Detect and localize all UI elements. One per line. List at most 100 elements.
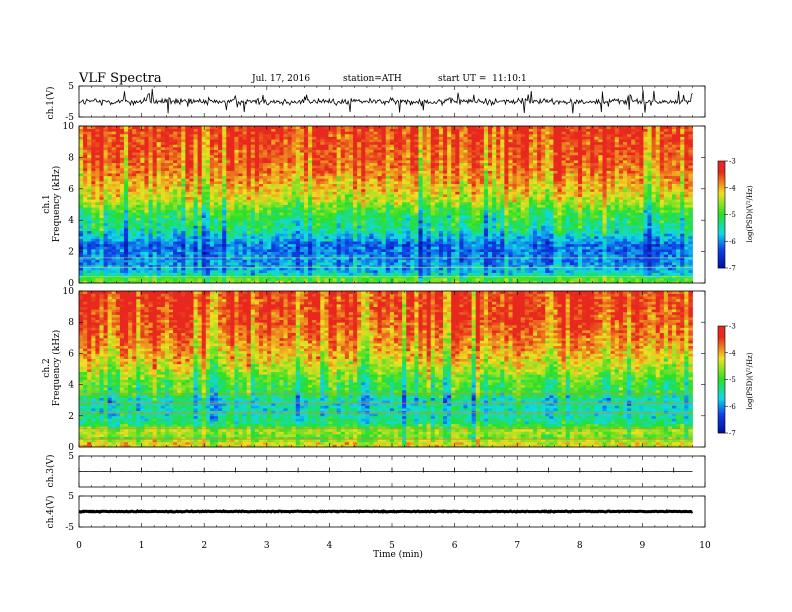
spectrogram-cell [565, 262, 571, 266]
spectrogram-cell [639, 241, 644, 245]
spectrogram-cell [328, 212, 333, 216]
spectrogram-cell [532, 251, 538, 255]
spectrogram-cell [230, 259, 235, 263]
spectrogram-cell [271, 222, 276, 226]
spectrogram-cell [324, 209, 329, 213]
spectrogram-cell [185, 248, 190, 252]
spectrogram-cell [532, 204, 538, 208]
spectrogram-cell [361, 199, 366, 203]
spectrogram-cell [618, 254, 624, 258]
spectrogram-cell [95, 248, 100, 252]
spectrogram-cell [324, 230, 329, 234]
spectrogram-cell [279, 228, 284, 232]
spectrogram-cell [492, 259, 497, 263]
spectrogram-cell [426, 262, 432, 266]
spectrogram-cell [348, 251, 354, 255]
spectrogram-cell [258, 248, 264, 252]
spectrogram-cell [500, 220, 505, 224]
spectrogram-cell [430, 264, 436, 268]
spectrogram-cell [590, 220, 595, 224]
spectrogram-cell [250, 222, 256, 226]
spectrogram-cell [250, 264, 256, 268]
spectrogram-cell [353, 204, 358, 208]
spectrogram-cell [164, 246, 170, 250]
spectrogram-cell [234, 207, 239, 211]
spectrogram-cell [234, 199, 239, 203]
spectrogram-cell [471, 212, 477, 216]
spectrogram-cell [659, 272, 665, 276]
spectrogram-cell [140, 277, 145, 281]
spectrogram-cell [434, 254, 440, 258]
spectrogram-cell [508, 248, 513, 252]
spectrogram-cell [381, 267, 387, 271]
spectrogram-cell [332, 246, 338, 250]
spectrogram-cell [222, 238, 227, 242]
spectrogram-cell [492, 235, 497, 239]
spectrogram-cell [443, 225, 448, 229]
spectrogram-cell [512, 262, 518, 266]
spectrogram-cell [512, 238, 518, 242]
spectrogram-cell [287, 222, 293, 226]
spectrogram-cell [520, 212, 526, 216]
spectrogram-cell [373, 207, 378, 211]
spectrogram-cell [250, 267, 256, 271]
spectrogram-cell [524, 204, 530, 208]
spectrogram-cell [385, 259, 391, 263]
spectrogram-cell [303, 238, 309, 242]
spectrogram-cell [590, 251, 595, 255]
spectrogram-cell [520, 217, 526, 221]
spectrogram-cell [291, 241, 297, 245]
spectrogram-cell [541, 267, 546, 271]
spectrogram-cell [406, 262, 411, 266]
spectrogram-cell [369, 196, 374, 200]
spectrogram-cell [103, 196, 109, 200]
spectrogram-cell [688, 222, 693, 226]
spectrogram-cell [344, 280, 350, 284]
spectrogram-cell [434, 267, 440, 271]
spectrogram-cell [218, 228, 223, 232]
spectrogram-cell [438, 204, 444, 208]
spectrogram-cell [438, 233, 444, 237]
spectrogram-cell [308, 259, 313, 263]
spectrogram-cell [316, 243, 321, 247]
spectrogram-cell [193, 277, 199, 281]
spectrogram-cell [680, 228, 685, 232]
spectrogram-cell [590, 259, 595, 263]
spectrogram-cell [635, 209, 640, 213]
spectrogram-cell [160, 243, 166, 247]
spectrogram-cell [410, 230, 415, 234]
spectrogram-cell [561, 207, 567, 211]
spectrogram-cell [688, 269, 693, 273]
spectrogram-cell [606, 251, 612, 255]
spectrogram-cell [324, 259, 329, 263]
spectrogram-cell [532, 259, 538, 263]
spectrogram-cell [148, 272, 154, 276]
spectrogram-cell [213, 212, 219, 216]
spectrogram-cell [434, 272, 440, 276]
spectrogram-cell [365, 212, 370, 216]
spectrogram-cell [618, 199, 624, 203]
spectrogram-cell [291, 248, 297, 252]
spectrogram-cell [377, 262, 383, 266]
spectrogram-cell [234, 248, 239, 252]
spectrogram-cell [205, 238, 211, 242]
spectrogram-cell [316, 214, 321, 218]
spectrogram-cell [295, 262, 301, 266]
spectrogram-cell [577, 277, 583, 281]
spectrogram-cell [500, 230, 505, 234]
spectrogram-cell [667, 262, 673, 266]
spectrogram-cell [132, 217, 137, 221]
spectrogram-cell [443, 256, 448, 260]
spectrogram-cell [569, 256, 575, 260]
spectrogram-cell [422, 220, 428, 224]
spectrogram-cell [557, 243, 562, 247]
spectrogram-cell [173, 196, 178, 200]
spectrogram-cell [299, 269, 305, 273]
spectrogram-cell [267, 228, 272, 232]
spectrogram-cell [406, 220, 411, 224]
spectrogram-cell [565, 235, 571, 239]
spectrogram-cell [667, 243, 673, 247]
spectrogram-cell [389, 264, 395, 268]
spectrogram-cell [189, 248, 194, 252]
spectrogram-cell [385, 277, 391, 281]
